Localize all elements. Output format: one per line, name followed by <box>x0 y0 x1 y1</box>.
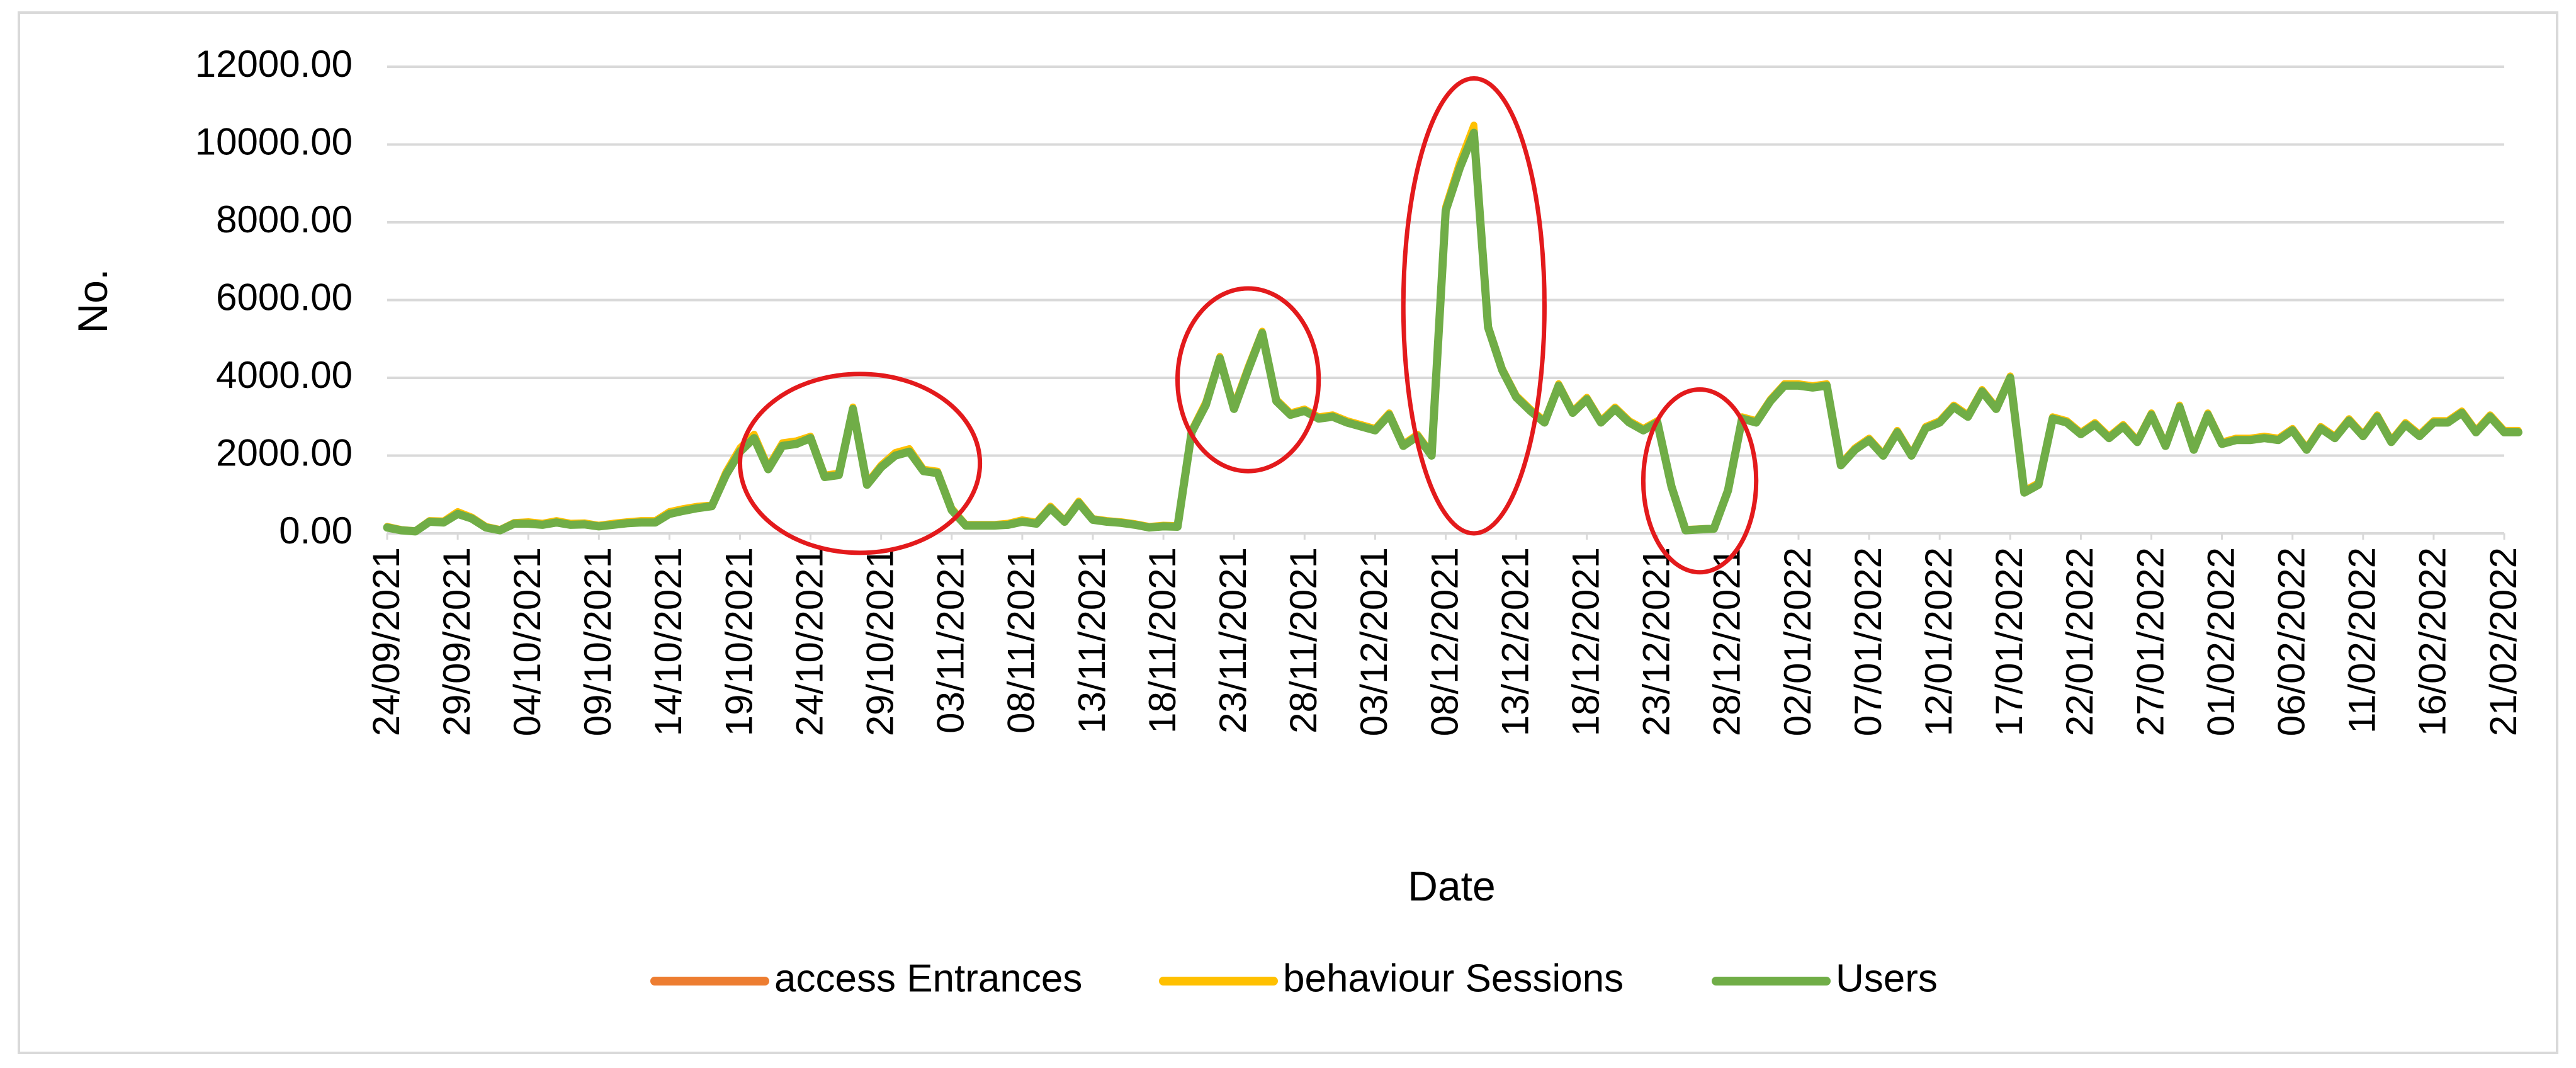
x-tick-label: 19/10/2021 <box>718 547 760 736</box>
x-tick-label: 09/10/2021 <box>577 547 619 736</box>
legend-label: access Entrances <box>774 957 1082 1000</box>
y-tick-label: 2000.00 <box>216 431 353 474</box>
y-tick-label: 6000.00 <box>216 276 353 318</box>
gridlines <box>387 65 2504 535</box>
x-tick-label: 24/10/2021 <box>788 547 830 736</box>
x-tick-label: 18/11/2021 <box>1141 547 1183 734</box>
highlight-ellipse <box>738 372 983 555</box>
x-tick-label: 06/02/2022 <box>2271 547 2313 736</box>
x-tick-label: 21/02/2022 <box>2482 547 2524 736</box>
highlight-ellipses <box>738 76 1759 575</box>
x-tick-label: 02/01/2022 <box>1777 547 1819 736</box>
x-tick-label: 13/11/2021 <box>1071 547 1113 734</box>
x-tick-label: 13/12/2021 <box>1494 547 1536 736</box>
y-tick-label: 10000.00 <box>195 120 353 162</box>
x-tick-label: 14/10/2021 <box>647 547 689 736</box>
y-tick-label: 4000.00 <box>216 354 353 396</box>
y-tick-label: 8000.00 <box>216 198 353 241</box>
x-tick-label: 07/01/2022 <box>1847 547 1889 736</box>
x-tick-label: 24/09/2021 <box>365 547 407 736</box>
x-axis-ticks: 24/09/2021 29/09/2021 04/10/2021 09/10/2021… <box>365 533 2524 736</box>
x-tick-label: 12/01/2022 <box>1918 547 1960 736</box>
x-tick-label: 04/10/2021 <box>506 547 548 736</box>
series-line-users <box>383 128 2522 536</box>
series-lines <box>383 122 2522 536</box>
highlight-ellipse <box>1641 387 1759 575</box>
x-tick-label: 23/11/2021 <box>1212 547 1254 734</box>
x-tick-label: 29/09/2021 <box>436 547 478 736</box>
highlight-ellipse <box>1175 286 1321 474</box>
legend-label: behaviour Sessions <box>1283 957 1624 1000</box>
x-tick-label: 22/01/2022 <box>2059 547 2101 736</box>
y-axis-title: No. <box>69 269 116 334</box>
highlight-ellipse <box>1401 76 1547 536</box>
x-tick-label: 23/12/2021 <box>1635 547 1678 736</box>
x-tick-label: 17/01/2022 <box>1988 547 2030 736</box>
y-axis-ticks: 0.00 2000.00 4000.00 6000.00 8000.00 10000.00… <box>195 43 353 552</box>
y-tick-label: 0.00 <box>279 509 353 552</box>
legend-label: Users <box>1836 957 1938 1000</box>
x-tick-label: 28/11/2021 <box>1282 547 1325 734</box>
x-tick-label: 03/11/2021 <box>930 547 972 734</box>
x-tick-label: 01/02/2022 <box>2200 547 2242 736</box>
x-tick-label: 16/02/2022 <box>2412 547 2454 736</box>
y-tick-label: 12000.00 <box>195 43 353 85</box>
x-tick-label: 28/12/2021 <box>1706 547 1748 736</box>
x-tick-label: 27/01/2022 <box>2129 547 2171 736</box>
x-tick-label: 18/12/2021 <box>1565 547 1607 736</box>
legend: access Entrances behaviour Sessions Users <box>650 957 1938 1000</box>
x-tick-label: 03/12/2021 <box>1353 547 1395 736</box>
x-axis-title: Date <box>1408 863 1495 909</box>
x-tick-label: 29/10/2021 <box>859 547 901 736</box>
x-tick-label: 08/11/2021 <box>1000 547 1042 734</box>
x-tick-label: 11/02/2022 <box>2341 547 2383 734</box>
x-tick-label: 08/12/2021 <box>1423 547 1466 736</box>
